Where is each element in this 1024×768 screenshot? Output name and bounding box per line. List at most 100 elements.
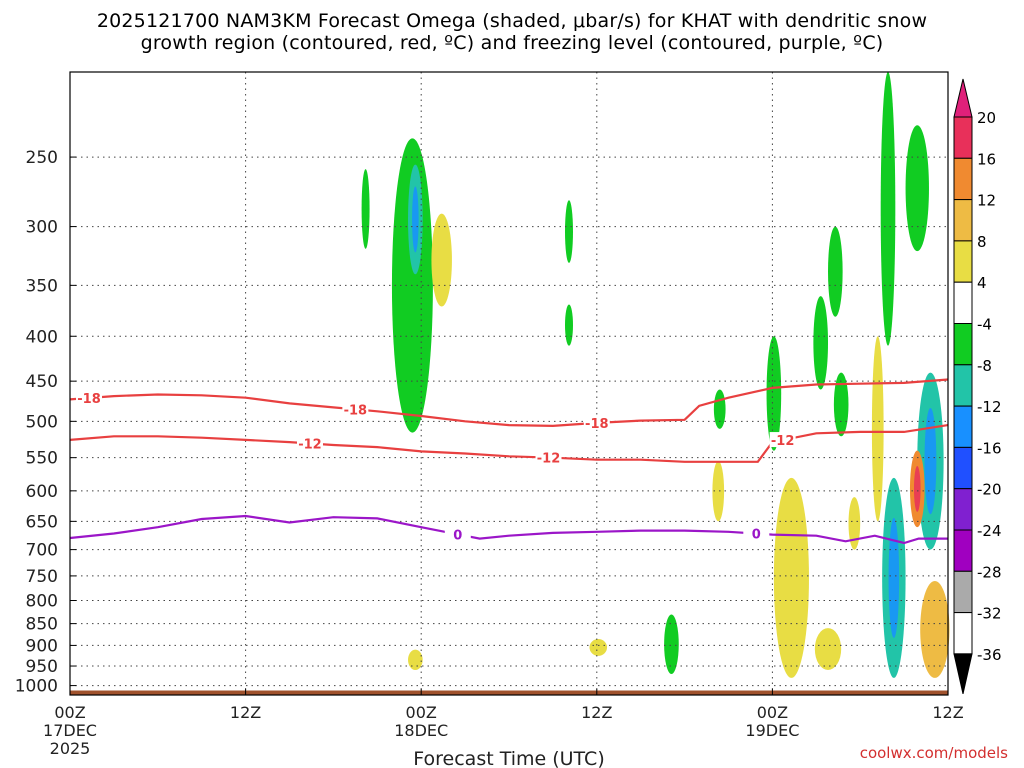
y-tick-850: 850 xyxy=(26,615,58,635)
contour-label--18-1: -18 xyxy=(344,403,368,418)
colorbar-top-arrow xyxy=(953,78,973,118)
credit-text: coolwx.com/models xyxy=(859,744,1008,762)
contour-label--18-2: -18 xyxy=(585,417,609,432)
contour-label--18-0: -18 xyxy=(77,392,101,407)
contour-label-bg--18-1 xyxy=(342,401,369,417)
x-tick-year-0: 2025 xyxy=(50,739,91,758)
omega-cell-14 xyxy=(828,226,843,317)
x-tick-0: 00Z xyxy=(54,703,85,722)
y-tick-750: 750 xyxy=(26,567,58,587)
colorbar-label-12: -32 xyxy=(977,605,1002,623)
x-tick-1: 12Z xyxy=(230,703,261,722)
omega-core-2 xyxy=(412,186,419,253)
colorbar-seg-12 xyxy=(953,612,973,655)
contour-label-bg--18-2 xyxy=(583,414,610,430)
contour-label-0-0: 0 xyxy=(453,528,462,543)
x-tick-4: 00Z xyxy=(757,703,788,722)
omega-cell-19 xyxy=(880,72,896,346)
colorbar-label-7: -12 xyxy=(977,398,1002,416)
x-axis-label: Forecast Time (UTC) xyxy=(413,748,604,768)
contour-label-bg-0-0 xyxy=(444,526,471,542)
chart-title-line-2: growth region (contoured, red, ºC) and f… xyxy=(140,32,884,54)
omega-cell-5 xyxy=(564,304,573,346)
contour-label-bg--18-0 xyxy=(76,389,103,405)
colorbar-seg-8 xyxy=(953,446,973,490)
colorbar-seg-4 xyxy=(953,281,973,325)
omega-core-22 xyxy=(924,407,937,515)
omega-cell-12 xyxy=(773,477,809,678)
contour-label-bg--12-1 xyxy=(535,449,562,465)
omega-cell-6 xyxy=(408,649,423,671)
colorbar-seg-3 xyxy=(953,240,973,283)
omega-core-23 xyxy=(913,465,921,512)
y-tick-600: 600 xyxy=(26,482,58,502)
colorbar-label-13: -36 xyxy=(977,646,1002,664)
colorbar-label-10: -24 xyxy=(977,522,1002,540)
y-tick-650: 650 xyxy=(26,512,58,532)
colorbar-seg-7 xyxy=(953,405,973,448)
omega-cell-10 xyxy=(713,389,726,429)
colorbar-label-3: 8 xyxy=(977,233,987,251)
y-tick-500: 500 xyxy=(26,412,58,432)
colorbar-seg-9 xyxy=(953,488,973,531)
plot-frame xyxy=(69,71,949,696)
y-tick-350: 350 xyxy=(26,276,58,296)
y-tick-900: 900 xyxy=(26,636,58,656)
omega-cell-3 xyxy=(431,213,452,307)
colorbar-seg-1 xyxy=(953,157,973,201)
colorbar-seg-6 xyxy=(953,364,973,407)
colorbar-label-2: 12 xyxy=(977,192,996,210)
colorbar-label-0: 20 xyxy=(977,109,996,127)
omega-cell-0 xyxy=(361,169,370,249)
colorbar-label-8: -16 xyxy=(977,439,1002,457)
contour-label-bg-0-1 xyxy=(743,525,770,541)
omega-cell-8 xyxy=(664,614,679,674)
contour-label-bg--12-0 xyxy=(296,435,323,451)
x-tick-3: 12Z xyxy=(581,703,612,722)
y-tick-300: 300 xyxy=(26,218,58,238)
omega-cell-4 xyxy=(564,200,573,263)
y-tick-700: 700 xyxy=(26,541,58,561)
colorbar-label-9: -20 xyxy=(977,481,1002,499)
colorbar-seg-2 xyxy=(953,199,973,242)
terrain-fill xyxy=(70,690,948,695)
y-tick-550: 550 xyxy=(26,449,58,469)
colorbar-label-1: 16 xyxy=(977,150,996,168)
colorbar-seg-0 xyxy=(953,116,973,159)
colorbar-seg-11 xyxy=(953,570,973,614)
y-tick-1000: 1000 xyxy=(15,677,58,697)
omega-cell-13 xyxy=(813,296,829,390)
colorbar-seg-10 xyxy=(953,529,973,572)
x-tick-date-2: 18DEC xyxy=(394,721,448,740)
contour--18 xyxy=(69,378,949,428)
contour-label-0-1: 0 xyxy=(752,528,761,543)
contour-label--12-1: -12 xyxy=(537,452,561,467)
omega-cell-18 xyxy=(871,336,884,522)
x-tick-2: 00Z xyxy=(406,703,437,722)
colorbar-label-5: -4 xyxy=(977,316,992,334)
colorbar-label-6: -8 xyxy=(977,357,992,375)
contour-label--12-2: -12 xyxy=(771,434,795,449)
gridlines xyxy=(70,72,948,695)
omega-cell-16 xyxy=(833,372,849,437)
y-tick-950: 950 xyxy=(26,657,58,677)
colorbar-bottom-arrow xyxy=(953,653,973,695)
omega-cell-17 xyxy=(848,497,861,550)
omega-cell-21 xyxy=(905,125,929,252)
omega-core-20 xyxy=(888,517,900,638)
omega-cell-9 xyxy=(712,461,725,522)
y-tick-450: 450 xyxy=(26,372,58,392)
contour-label-bg--12-2 xyxy=(769,432,796,448)
x-tick-date-0: 17DEC xyxy=(43,721,97,740)
contour-label--12-0: -12 xyxy=(298,437,322,452)
y-tick-250: 250 xyxy=(26,148,58,168)
y-tick-800: 800 xyxy=(26,592,58,612)
contour-0 xyxy=(69,514,948,545)
colorbar: 20 16 12 8 4 -4 -8 -12 -16 -20 -24 -28 -32 -36 xyxy=(953,78,1002,695)
omega-cell-24 xyxy=(920,580,950,678)
omega-cell-11 xyxy=(766,336,782,451)
chart-title-line-1: 2025121700 NAM3KM Forecast Omega (shaded… xyxy=(96,10,928,32)
y-tick-400: 400 xyxy=(26,327,58,347)
omega-cell-15 xyxy=(814,628,842,671)
